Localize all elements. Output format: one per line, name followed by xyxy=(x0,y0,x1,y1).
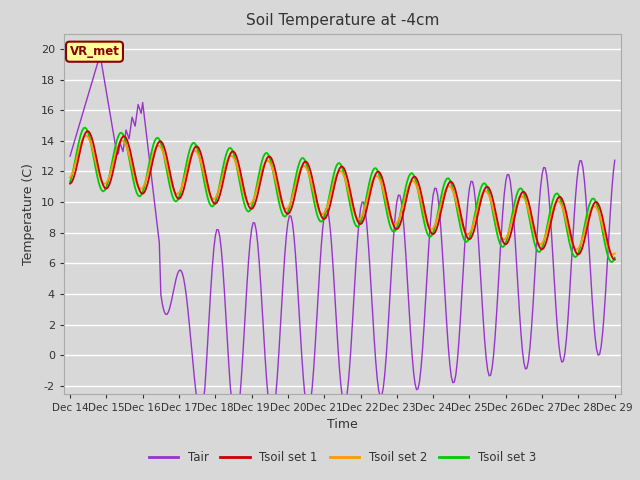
Title: Soil Temperature at -4cm: Soil Temperature at -4cm xyxy=(246,13,439,28)
Text: VR_met: VR_met xyxy=(70,45,120,58)
X-axis label: Time: Time xyxy=(327,418,358,431)
Legend: Tair, Tsoil set 1, Tsoil set 2, Tsoil set 3: Tair, Tsoil set 1, Tsoil set 2, Tsoil se… xyxy=(144,446,541,469)
Y-axis label: Temperature (C): Temperature (C) xyxy=(22,163,35,264)
